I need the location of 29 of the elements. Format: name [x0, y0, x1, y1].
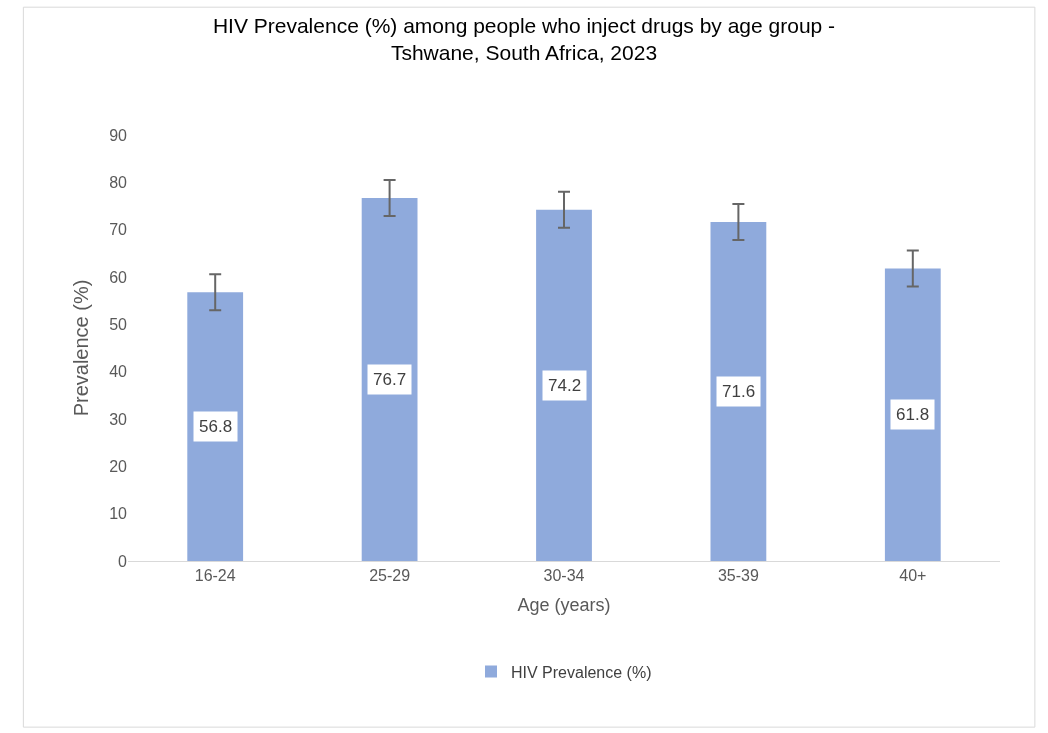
y-tick-label: 20 [109, 457, 128, 475]
x-tick-label: 30-34 [543, 567, 585, 585]
y-tick-label: 80 [109, 173, 128, 191]
y-tick-label: 10 [109, 505, 128, 523]
y-tick-label: 50 [109, 315, 128, 333]
x-tick-label: 40+ [899, 567, 927, 585]
bar [710, 222, 767, 561]
y-tick-label: 30 [109, 410, 128, 428]
legend-label: HIV Prevalence (%) [511, 663, 652, 681]
y-tick-label: 40 [109, 363, 128, 381]
x-tick-label: 16-24 [194, 567, 236, 585]
data-label: 61.8 [896, 405, 930, 424]
data-label: 76.7 [373, 370, 407, 389]
y-tick-label: 70 [109, 221, 128, 239]
bar [187, 292, 244, 561]
y-tick-label: 60 [109, 268, 128, 286]
y-tick-label: 0 [118, 552, 128, 570]
x-axis-title: Age (years) [517, 595, 611, 616]
bar [361, 197, 418, 561]
chart-title: HIV Prevalence (%) among people who inject drugs by age group - Tshwane, South Africa, 2023 [212, 13, 836, 65]
data-label: 74.2 [548, 376, 582, 395]
x-tick-label: 25-29 [369, 567, 411, 585]
data-label: 56.8 [199, 417, 233, 436]
x-tick-label: 35-39 [717, 567, 759, 585]
bar [536, 209, 592, 561]
bar [884, 268, 941, 561]
y-axis-title: Prevalence (%) [69, 279, 92, 417]
y-tick-label: 90 [109, 126, 128, 144]
data-label: 71.6 [722, 382, 756, 401]
